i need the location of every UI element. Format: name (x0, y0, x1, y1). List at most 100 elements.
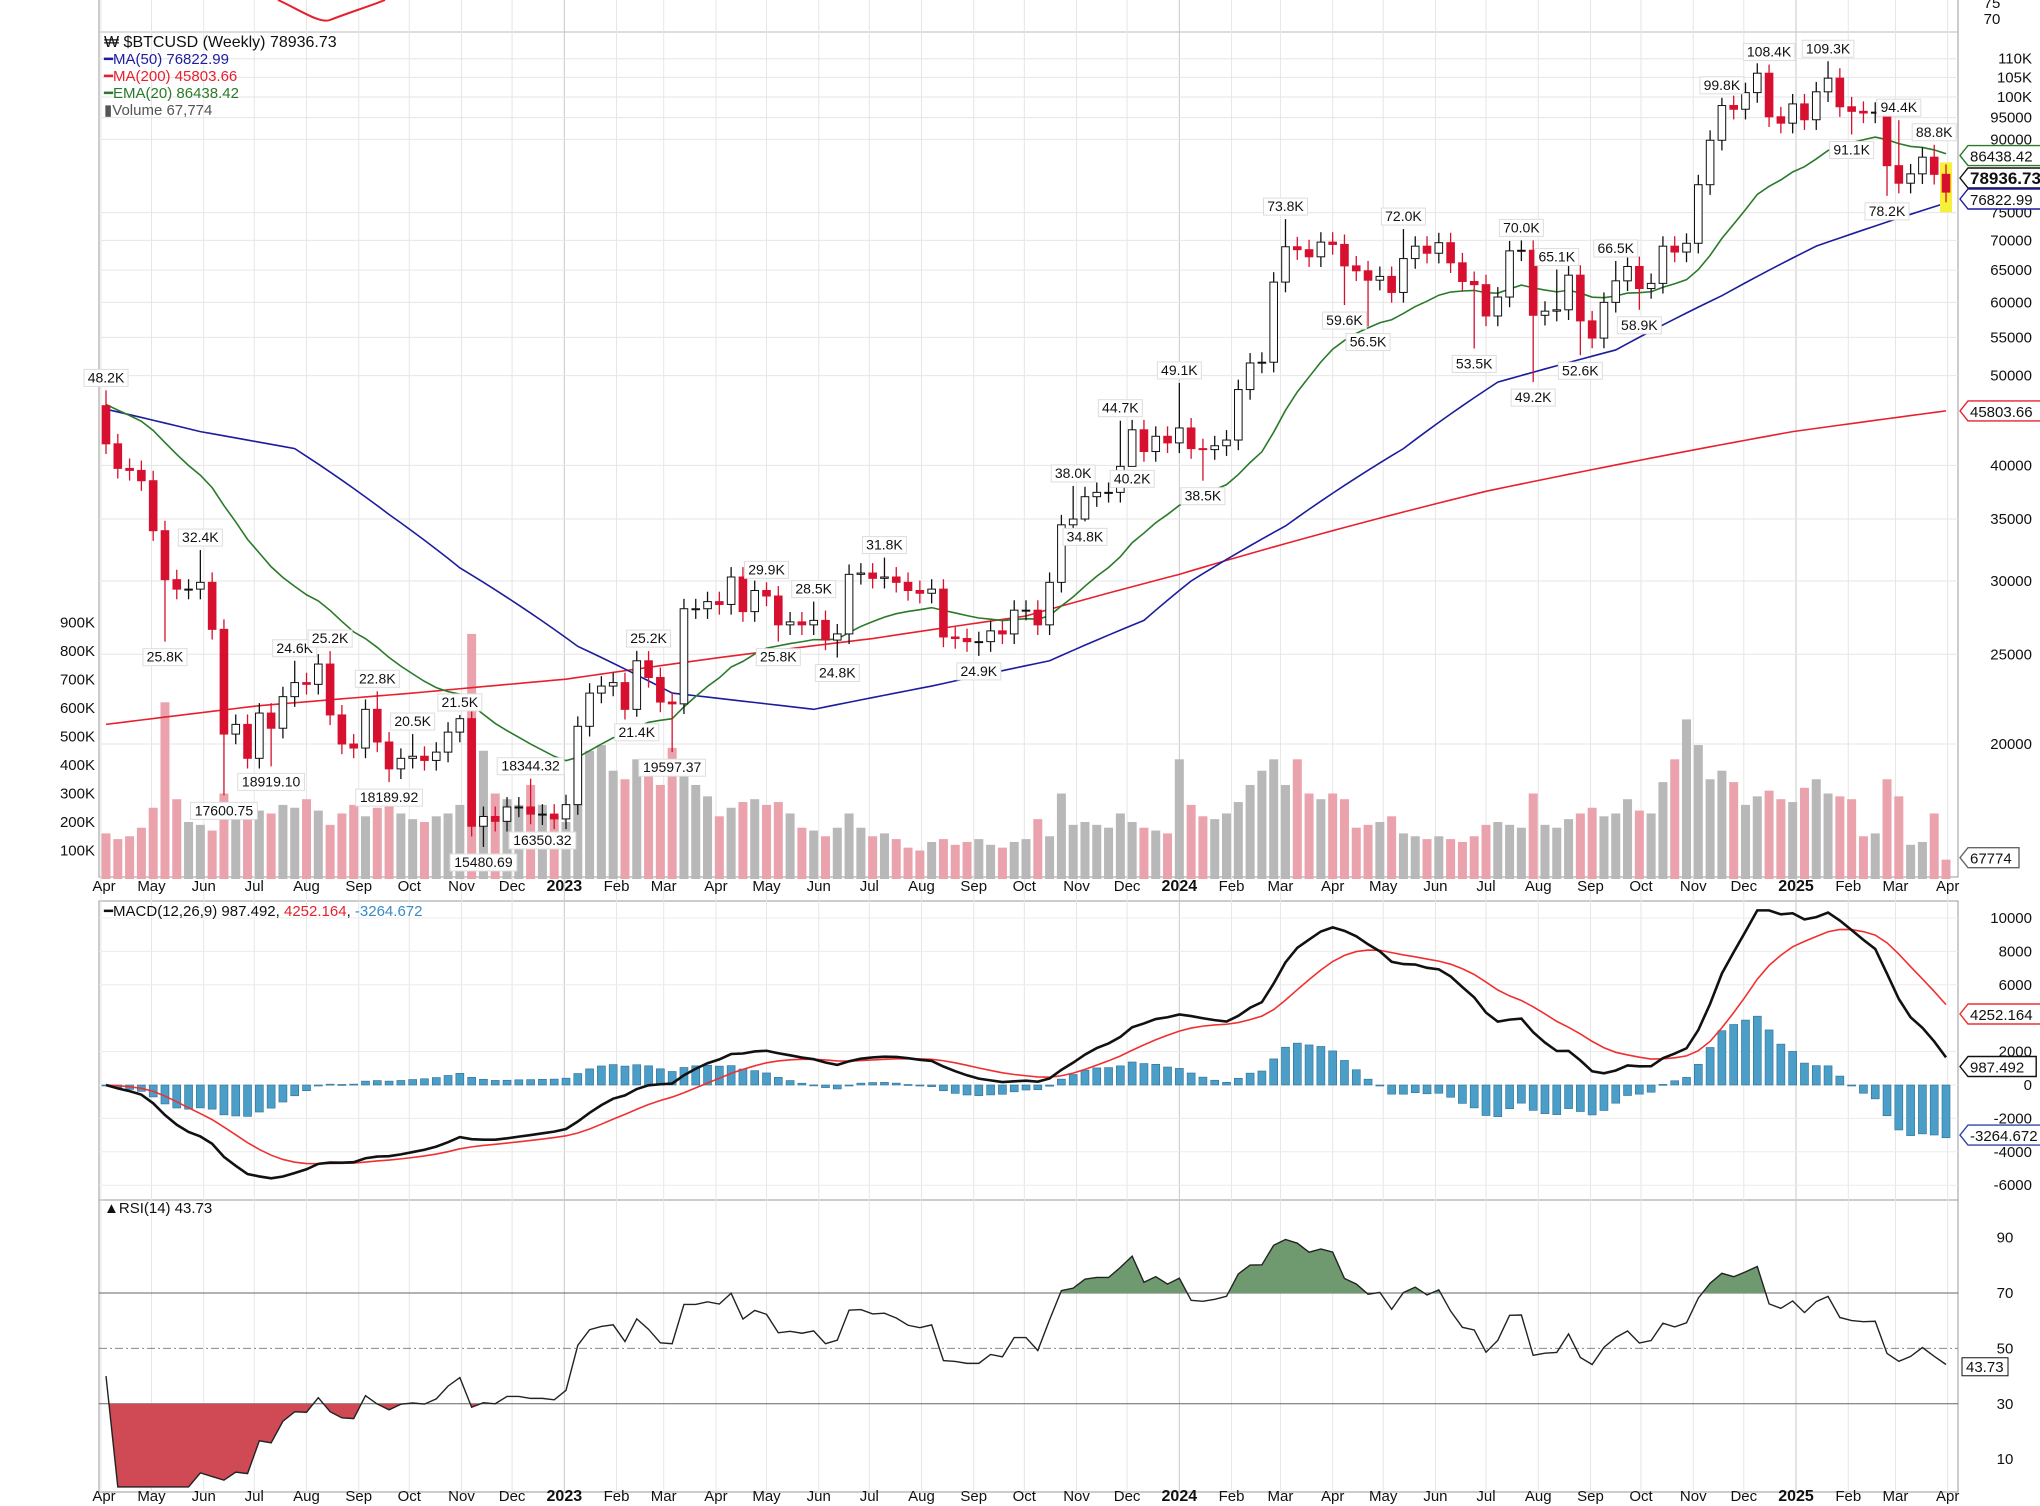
candle-down (101, 405, 111, 445)
volume-bar (1481, 824, 1491, 879)
price-annotation: 49.2K (1515, 389, 1552, 405)
rsi-y-tick-label: 70 (1997, 1285, 2014, 1302)
macd-legend-value: 987.492 (221, 903, 276, 920)
price-annotation: 32.4K (182, 529, 219, 545)
candle-up (1104, 491, 1113, 494)
macd-histogram-bar (1210, 1079, 1220, 1086)
volume-bar (1363, 824, 1373, 879)
macd-histogram-bar (1127, 1061, 1137, 1086)
price-annotation: 21.4K (618, 724, 655, 740)
macd-value-tag: 987.492 (1970, 1060, 2024, 1077)
volume-bar (1540, 824, 1550, 879)
hist-legend-value: -3264.672 (354, 903, 423, 920)
volume-bar (1410, 836, 1420, 879)
candle-up (1068, 518, 1078, 526)
price-y-tick-label: 25000 (1990, 646, 2032, 663)
price-annotation-box (861, 536, 907, 555)
macd-histogram-bar (384, 1080, 394, 1086)
price-annotation-box (744, 560, 790, 579)
ma50-legend-dash: ━ (104, 51, 114, 68)
price-annotation-box (1097, 399, 1143, 418)
candle-down (219, 628, 229, 735)
price-annotation: 21.5K (442, 694, 479, 710)
macd-histogram-bar (1422, 1084, 1432, 1095)
macd-y-tick-label: 10000 (1990, 910, 2032, 927)
macd-histogram-bar (1670, 1080, 1680, 1086)
volume-bar (1021, 839, 1031, 879)
rsi-x-tick-label: May (752, 1488, 781, 1505)
volume-bar (125, 836, 135, 879)
macd-histogram-bar (1517, 1084, 1526, 1104)
price-x-tick-label: Apr (92, 878, 115, 895)
price-y-tick-label: 70000 (1990, 232, 2032, 249)
volume-bar (1493, 822, 1503, 879)
candle-down (1033, 609, 1043, 626)
price-annotation-box (1911, 123, 1957, 142)
volume-bar (1929, 813, 1939, 879)
candle-down (1800, 103, 1809, 121)
rsi-panel-border (98, 1199, 1959, 1493)
price-x-tick-label: Nov (1063, 878, 1090, 895)
rsi-line (105, 1238, 1947, 1488)
rsi-x-tick-label: 2024 (1162, 1488, 1198, 1505)
price-annotation: 66.5K (1597, 240, 1634, 256)
macd-histogram-bar (207, 1084, 217, 1110)
rsi-x-tick-label: Aug (1525, 1488, 1552, 1505)
volume-bar (254, 810, 264, 879)
macd-histogram-bar (1823, 1065, 1833, 1086)
macd-histogram-bar (608, 1064, 618, 1086)
macd-histogram-bar (1929, 1084, 1939, 1136)
candle-up (1080, 496, 1090, 520)
price-x-tick-label: Feb (604, 878, 630, 895)
volume-bar (396, 813, 406, 879)
macd-histogram-bar (927, 1084, 936, 1087)
macd-histogram-bar (266, 1084, 276, 1109)
volume-y-tick-label: 900K (60, 615, 95, 632)
volume-bar (1906, 844, 1916, 879)
volume-y-tick-label: 800K (60, 643, 95, 660)
candle-down (1469, 280, 1479, 286)
volume-bar (691, 784, 701, 879)
rsi-icon: ▲ (104, 1200, 119, 1217)
volume-bar (1847, 799, 1857, 879)
rsi-x-tick-label: 2023 (547, 1488, 583, 1505)
macd-histogram-bar (1139, 1063, 1149, 1086)
volume-bar (113, 839, 123, 879)
volume-bar (820, 836, 830, 879)
candle-down (243, 723, 252, 759)
price-annotation-box (626, 629, 672, 648)
candle-up (691, 608, 701, 611)
volume-y-tick-label: 200K (60, 814, 95, 831)
macd-histogram-bar (1469, 1084, 1479, 1109)
rsi-x-tick-label: Feb (1835, 1488, 1861, 1505)
rsi-x-tick-label: Mar (1268, 1488, 1294, 1505)
volume-y-tick-label: 600K (60, 700, 95, 717)
volume-bar (903, 847, 913, 879)
volume-bar (726, 807, 736, 879)
rsi-x-tick-label: Aug (293, 1488, 320, 1505)
price-value-tag-ma50-box (1959, 188, 2040, 210)
price-x-tick-label: Apr (704, 878, 727, 895)
candle-up (1811, 91, 1821, 121)
price-annotation-box (1876, 98, 1922, 117)
volume-bar (1257, 770, 1267, 879)
macd-histogram-bar (1941, 1084, 1951, 1139)
macd-histogram-bar (1222, 1082, 1231, 1086)
candle-up (679, 608, 689, 705)
candle-up (1823, 77, 1833, 93)
macd-histogram-bar (1918, 1084, 1927, 1135)
rsi-x-tick-label: Jul (1476, 1488, 1495, 1505)
macd-histogram-bar (467, 1077, 476, 1086)
rsi-x-tick-label: Jul (245, 1488, 264, 1505)
macd-histogram-bar (1481, 1084, 1491, 1116)
rsi-x-tick-label: Apr (92, 1488, 115, 1505)
price-annotation: 18189.92 (360, 789, 419, 805)
volume-bar (302, 799, 312, 879)
macd-histogram-bar (644, 1065, 653, 1086)
rsi-x-tick-label: Jun (1423, 1488, 1447, 1505)
candle-down (1882, 111, 1892, 167)
macd-histogram-bar (1092, 1067, 1102, 1086)
price-annotation-box (1864, 202, 1910, 221)
macd-histogram-bar (891, 1082, 901, 1086)
